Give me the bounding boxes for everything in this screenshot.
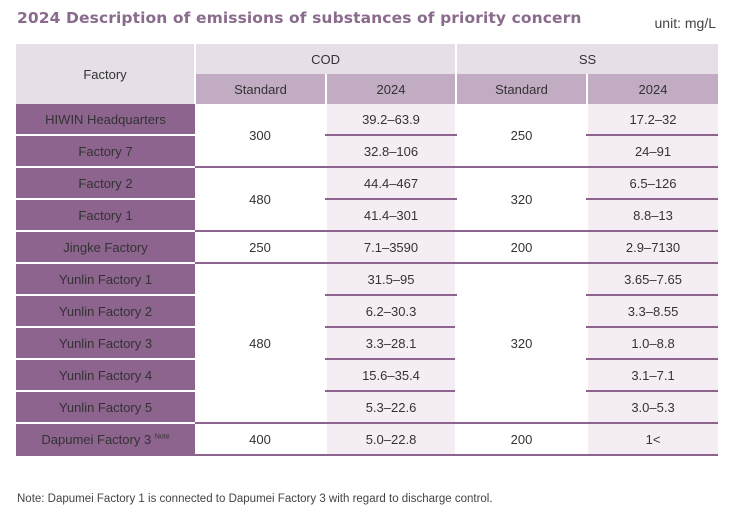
factory-name: Yunlin Factory 4 (16, 359, 195, 392)
cod-value: 31.5–95 (324, 263, 457, 296)
ss-standard: 250 (455, 104, 588, 168)
ss-standard: 320 (455, 167, 588, 232)
ss-value: 6.5–126 (586, 167, 719, 200)
cod-value: 5.3–22.6 (324, 391, 457, 424)
note-marker: Note (154, 433, 170, 441)
factory-name: Factory 1 (16, 199, 195, 232)
table-row: Jingke Factory 250 7.1–3590 200 2.9–7130 (16, 231, 719, 264)
header-row-2: Standard 2024 Standard 2024 (16, 74, 719, 104)
ss-value: 2.9–7130 (586, 231, 719, 264)
ss-value: 3.3–8.55 (586, 295, 719, 328)
cod-value: 3.3–28.1 (324, 327, 457, 360)
ss-value: 17.2–32 (586, 104, 719, 136)
header-row-1: Factory COD SS (16, 44, 719, 104)
table-row: HIWIN Headquarters 300 39.2–63.9 250 17.… (16, 104, 719, 168)
ss-value: 3.1–7.1 (586, 359, 719, 392)
factory-name: Yunlin Factory 5 (16, 391, 195, 424)
ss-header: SS (455, 44, 719, 74)
cod-standard: 300 (195, 104, 326, 168)
table-row: Factory 2 480 44.4–467 320 6.5–126 (16, 167, 719, 232)
factory-name: HIWIN Headquarters (16, 104, 195, 136)
page-title: 2024 Description of emissions of substan… (17, 9, 582, 27)
cod-value: 41.4–301 (324, 199, 457, 232)
ss-value: 24–91 (586, 135, 719, 168)
cod-year-header: 2024 (324, 74, 457, 104)
cod-standard: 480 (195, 167, 326, 232)
cod-value: 5.0–22.8 (324, 423, 457, 456)
cod-value: 7.1–3590 (324, 231, 457, 264)
ss-standard: 320 (455, 263, 588, 424)
cod-value: 44.4–467 (324, 167, 457, 200)
unit-label: unit: mg/L (654, 15, 716, 31)
ss-value: 3.65–7.65 (586, 263, 719, 296)
table-row: Dapumei Factory 3 Note 400 5.0–22.8 200 … (16, 423, 719, 456)
emissions-table: Factory COD SS Standard 2024 Standard 20… (16, 44, 719, 456)
ss-standard: 200 (455, 231, 588, 264)
cod-value: 6.2–30.3 (324, 295, 457, 328)
ss-standard: 200 (455, 423, 588, 456)
cod-header: COD (193, 44, 457, 74)
factory-name: Jingke Factory (16, 231, 195, 264)
factory-header: Factory (16, 44, 195, 104)
table-row: Yunlin Factory 3 3.3–28.1 1.0–8.8 (16, 327, 719, 360)
ss-standard-header: Standard (455, 74, 588, 104)
table-row: Yunlin Factory 1 480 31.5–95 320 3.65–7.… (16, 263, 719, 424)
factory-name: Factory 7 (16, 135, 195, 168)
ss-year-header: 2024 (586, 74, 719, 104)
factory-name-with-note: Dapumei Factory 3 Note (16, 423, 195, 456)
cod-value: 32.8–106 (324, 135, 457, 168)
factory-name: Yunlin Factory 3 (16, 327, 195, 360)
cod-standard-header: Standard (194, 74, 326, 104)
ss-value: 8.8–13 (586, 199, 719, 232)
table-row: Yunlin Factory 5 5.3–22.6 3.0–5.3 (16, 391, 719, 424)
table-row: Yunlin Factory 4 15.6–35.4 3.1–7.1 (16, 359, 719, 392)
table-row: Yunlin Factory 2 6.2–30.3 3.3–8.55 (16, 295, 719, 328)
footnote: Note: Dapumei Factory 1 is connected to … (17, 493, 493, 505)
factory-name: Dapumei Factory 3 (41, 431, 152, 447)
cod-standard: 480 (195, 263, 326, 424)
factory-name: Yunlin Factory 1 (16, 263, 195, 296)
factory-name: Yunlin Factory 2 (16, 295, 195, 328)
cod-standard: 400 (195, 423, 326, 456)
table-row: Factory 1 41.4–301 8.8–13 (16, 199, 719, 232)
cod-value: 39.2–63.9 (324, 104, 457, 136)
ss-value: 1< (586, 423, 719, 456)
ss-value: 1.0–8.8 (586, 327, 719, 360)
factory-name: Factory 2 (16, 167, 195, 200)
cod-value: 15.6–35.4 (324, 359, 457, 392)
ss-value: 3.0–5.3 (586, 391, 719, 424)
cod-standard: 250 (195, 231, 326, 264)
table-row: Factory 7 32.8–106 24–91 (16, 135, 719, 168)
